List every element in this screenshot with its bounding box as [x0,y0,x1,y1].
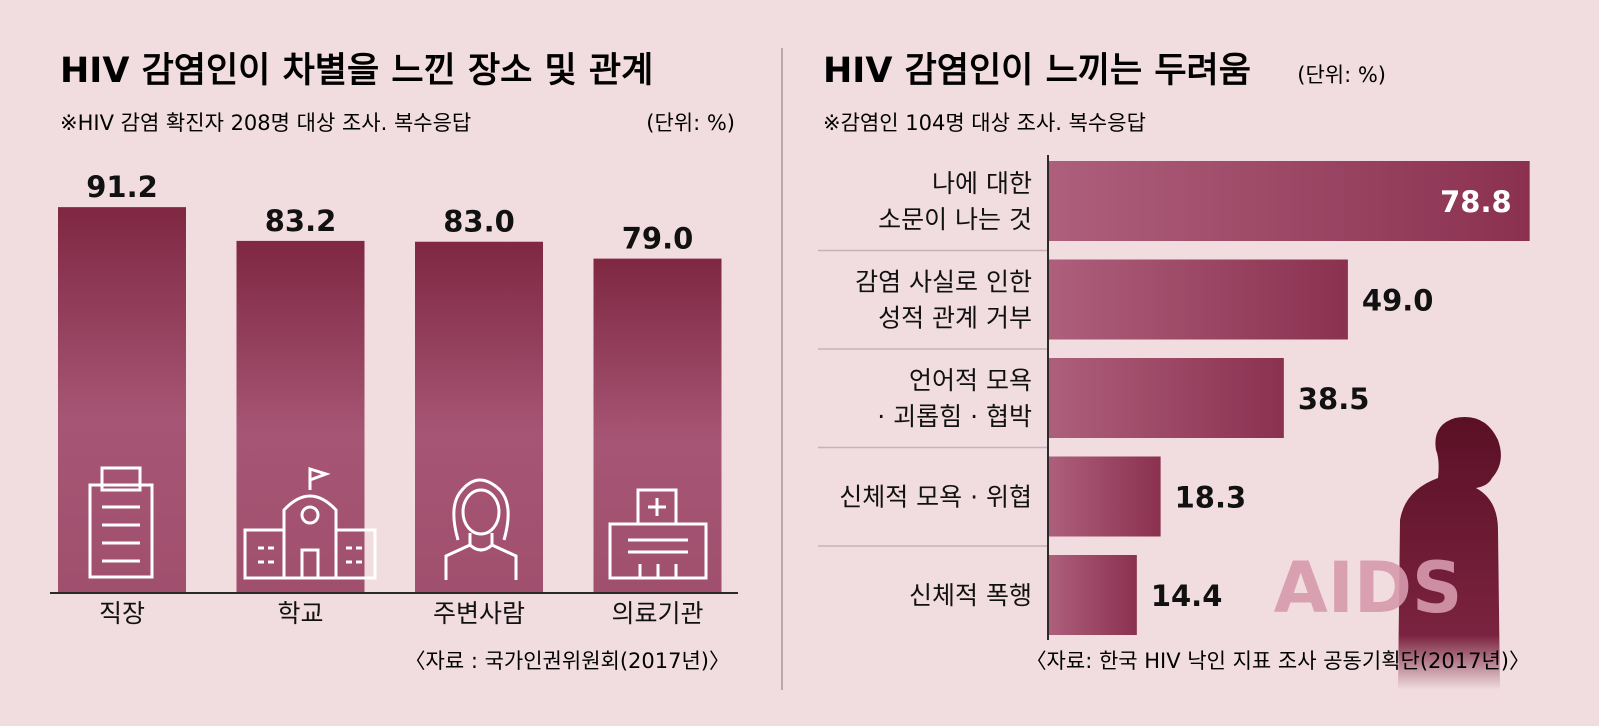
right-bar-value: 38.5 [1298,382,1370,416]
left-unit: (단위: %) [646,111,735,135]
right-bar-value: 14.4 [1151,579,1223,613]
right-category-label: 신체적 폭행 [909,581,1032,610]
right-bar [1049,555,1137,635]
right-category-label: 소문이 나는 것 [878,205,1032,234]
right-title: HIV 감염인이 느끼는 두려움 [823,51,1251,91]
right-bar-value: 49.0 [1362,284,1434,318]
aids-watermark: AIDS [1274,547,1463,629]
right-category-label: 신체적 모욕 · 위협 [839,483,1032,512]
right-category-label: 감염 사실로 인한 [855,268,1032,297]
right-bar [1049,456,1161,537]
right-category-label: · 괴롭힘 · 협박 [877,402,1032,431]
right-category-label: 나에 대한 [932,169,1032,198]
woman-icon [444,478,518,580]
right-bar [1049,358,1284,438]
hospital-icon [608,488,708,580]
left-bar [593,258,722,592]
right-bar [1049,259,1348,340]
right-bar [1049,161,1530,241]
left-category-label: 주변사람 [433,599,525,628]
right-category-label: 성적 관계 거부 [878,304,1032,333]
left-bar [415,241,543,593]
left-category-label: 직장 [99,599,145,628]
left-bar [236,240,365,592]
left-bar-value: 83.0 [443,205,515,239]
school-icon [243,466,377,580]
right-source: 〈자료: 한국 HIV 낙인 지표 조사 공동기획단(2017년)〉 [1026,649,1530,673]
left-bar-value: 91.2 [86,170,158,204]
right-unit: (단위: %) [1297,63,1386,87]
right-category-label: 언어적 모욕 [909,366,1032,395]
right-bar-value: 18.3 [1175,481,1247,515]
left-bar-value: 83.2 [265,204,337,238]
left-category-label: 의료기관 [611,599,703,628]
left-title: HIV 감염인이 차별을 느낀 장소 및 관계 [60,51,653,91]
left-source: 〈자료 : 국가인권위원회(2017년)〉 [405,649,730,673]
person-silhouette-icon [1398,416,1501,690]
right-subtitle: ※감염인 104명 대상 조사. 복수응답 [823,111,1146,135]
left-bar [58,207,186,593]
left-bar-value: 79.0 [622,222,694,256]
right-bar-value: 78.8 [1440,185,1512,219]
left-subtitle: ※HIV 감염 확진자 208명 대상 조사. 복수응답 [60,111,471,135]
building-icon [88,466,154,579]
left-category-label: 학교 [277,599,323,628]
left-bar-group: 91.2 직장 83.2 학교 83.0 주변사람 79.0 의료기관 [58,170,722,628]
